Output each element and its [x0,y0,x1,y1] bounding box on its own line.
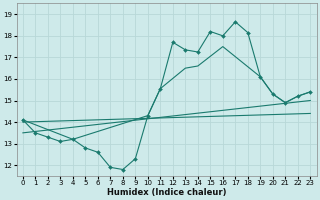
X-axis label: Humidex (Indice chaleur): Humidex (Indice chaleur) [107,188,226,197]
